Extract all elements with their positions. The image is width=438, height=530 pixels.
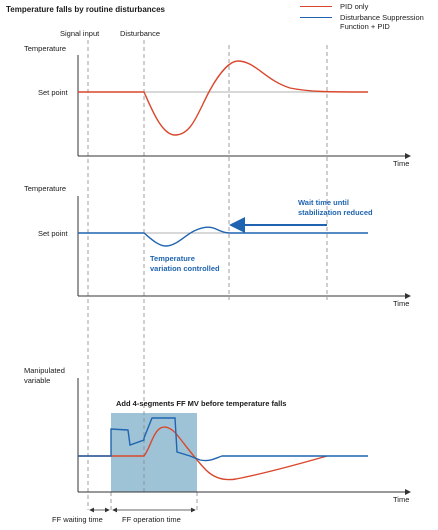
- panel3-ylabel-line2: variable: [24, 376, 50, 385]
- signal-input-label: Signal input: [60, 29, 100, 38]
- disturbance-label: Disturbance: [120, 29, 160, 38]
- wait-note-line1: Wait time until: [298, 198, 349, 207]
- legend-swatch-dsf: [300, 17, 332, 18]
- variation-note-line2: variation controlled: [150, 264, 220, 273]
- panel2-xlabel: Time: [393, 299, 409, 308]
- wait-note-line2: stabilization reduced: [298, 208, 373, 217]
- panel-3: Manipulated variable Time Add 4-segments…: [24, 366, 411, 504]
- legend-swatch-pid: [300, 6, 332, 7]
- panel1-pid-curve: [78, 60, 369, 136]
- panel1-setpoint-label: Set point: [38, 88, 69, 97]
- ff-operation-label: FF operation time: [122, 515, 181, 524]
- legend-item-dsf: Disturbance Suppression Function + PID: [300, 13, 438, 31]
- panel2-setpoint-label: Set point: [38, 229, 69, 238]
- ff-waiting-label: FF waiting time: [52, 515, 103, 524]
- ff-note: Add 4-segments FF MV before temperature …: [116, 399, 286, 408]
- panel3-pid-curve: [78, 426, 328, 481]
- panel3-dsf-curve: [78, 417, 368, 462]
- legend-label-dsf: Disturbance Suppression Function + PID: [340, 13, 424, 31]
- panel2-ylabel: Temperature: [24, 184, 66, 193]
- panel1-ylabel: Temperature: [24, 44, 66, 53]
- panel2-dsf-curve: [78, 226, 368, 247]
- variation-note-line1: Temperature: [150, 254, 195, 263]
- panel-1: Temperature Set point Time: [24, 44, 411, 168]
- diagram-title: Temperature falls by routine disturbance…: [6, 5, 166, 14]
- legend: PID only Disturbance Suppression Functio…: [300, 2, 438, 33]
- legend-item-pid: PID only: [300, 2, 438, 11]
- ff-operation-box: [111, 413, 197, 492]
- legend-label-pid: PID only: [340, 2, 369, 11]
- panel-2: Temperature Set point Time Wait time unt…: [24, 184, 411, 308]
- panel3-xlabel: Time: [393, 495, 409, 504]
- panel1-xlabel: Time: [393, 159, 409, 168]
- panel3-ylabel-line1: Manipulated: [24, 366, 65, 375]
